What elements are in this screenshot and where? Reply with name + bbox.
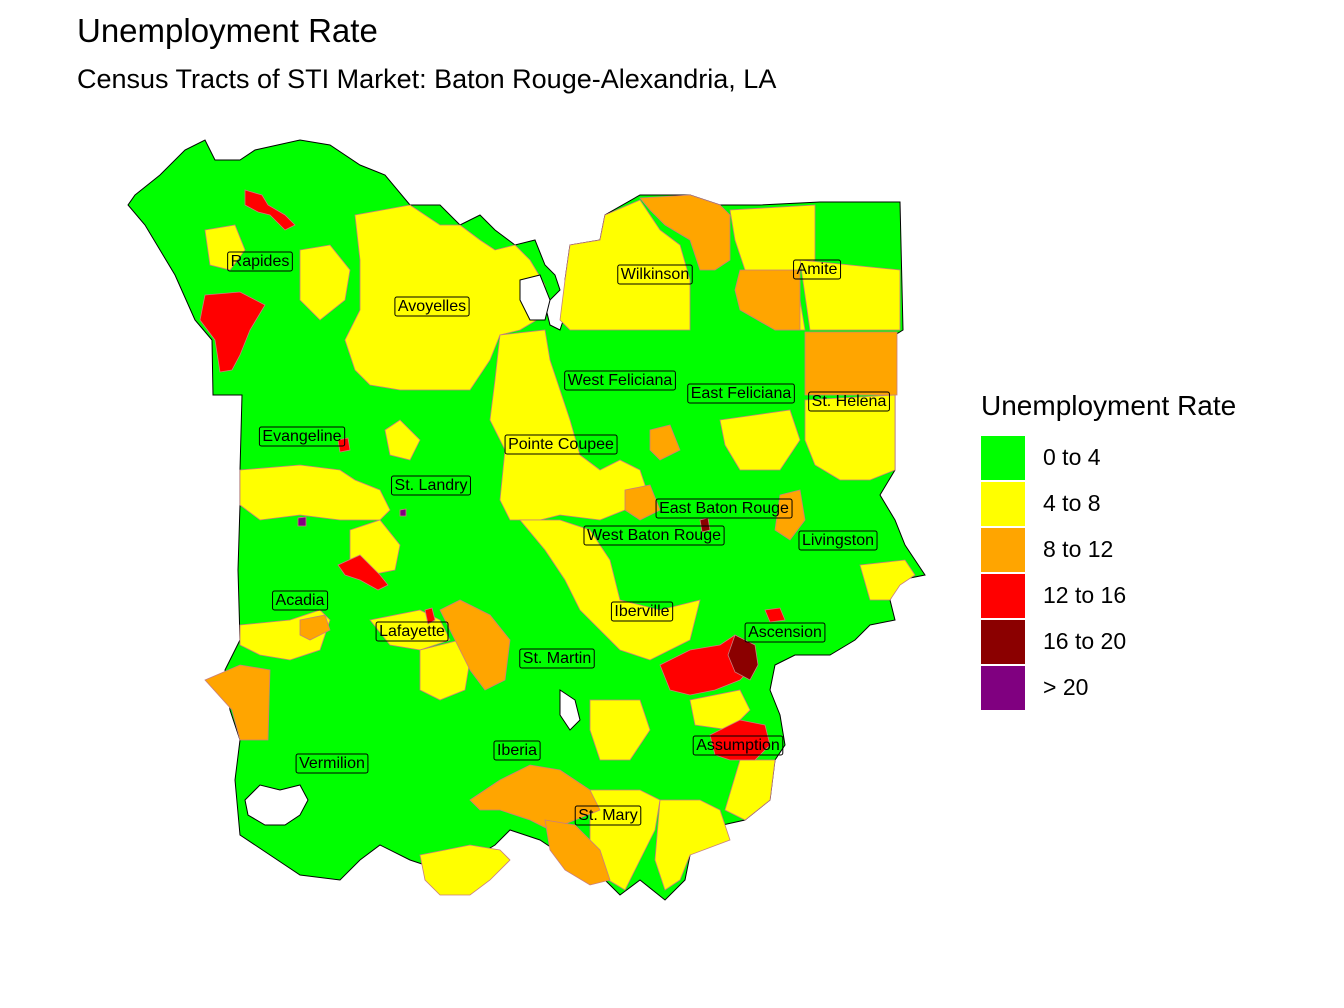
parish-label-box [744, 622, 826, 643]
legend-item-0-4: 0 to 4 [981, 436, 1311, 482]
parish-label: Avoyelles [394, 296, 470, 317]
parish-label: Assumption [692, 735, 784, 756]
parish-label: Iberia [493, 740, 541, 761]
parish-label-text: Ascension [748, 624, 822, 641]
parish-label: West Feliciana [564, 370, 676, 391]
parish-label-box [617, 264, 693, 285]
parish-label: West Baton Rouge [583, 525, 725, 546]
parish-label-text: Vermilion [299, 755, 365, 772]
legend-item-8-12: 8 to 12 [981, 528, 1311, 574]
parish-label-text: Rapides [231, 253, 290, 270]
parish-label: Rapides [227, 251, 293, 272]
parish-label-box [583, 525, 725, 546]
parish-label-text: St. Martin [523, 650, 591, 667]
parish-label-box [793, 259, 842, 280]
orange-tracts [204, 194, 898, 886]
parish-label-text: Iberville [614, 603, 669, 620]
parish-label: St. Mary [574, 805, 642, 826]
water-bodies [244, 274, 581, 826]
legend-swatch [981, 574, 1025, 618]
parish-label: St. Martin [519, 648, 595, 669]
parish-label-text: Livingston [802, 532, 874, 549]
parish-label: Iberville [610, 601, 674, 622]
parish-label-text: Assumption [696, 737, 780, 754]
legend-label: 12 to 16 [1043, 582, 1127, 608]
parish-label-text: Pointe Coupee [508, 436, 614, 453]
parish-label-box [519, 648, 595, 669]
parish-label-box [610, 601, 674, 622]
parish-label-box [808, 391, 890, 412]
parish-label: Acadia [272, 590, 329, 611]
legend-label: 0 to 4 [1043, 444, 1101, 470]
parish-label-box [227, 251, 293, 272]
legend-swatch [981, 528, 1025, 572]
parish-label-text: St. Helena [812, 393, 887, 410]
parish-label-text: Evangeline [262, 428, 341, 445]
parish-label: East Feliciana [687, 383, 795, 404]
parish-label-text: St. Landry [395, 477, 468, 494]
parish-label-box [272, 590, 329, 611]
parish-label-box [798, 530, 878, 551]
legend-swatch [981, 620, 1025, 664]
parish-label-box [394, 296, 470, 317]
parish-label: Ascension [744, 622, 826, 643]
parish-label-box [258, 426, 346, 447]
parish-label: St. Landry [391, 475, 471, 496]
parish-label-box [692, 735, 784, 756]
parish-label-text: Avoyelles [398, 298, 466, 315]
map-title: Unemployment Rate [77, 12, 378, 49]
parish-label: Lafayette [375, 621, 449, 642]
legend-swatch [981, 436, 1025, 480]
parish-label: Evangeline [258, 426, 346, 447]
parish-label-box [493, 740, 541, 761]
parish-label-box [375, 621, 449, 642]
legend-title: Unemployment Rate [981, 390, 1237, 421]
parish-label-text: Acadia [276, 592, 325, 609]
darkred-tracts [699, 517, 759, 681]
legend-swatch [981, 666, 1025, 710]
legend-item-16-20: 16 to 20 [981, 620, 1311, 666]
parish-label-box [574, 805, 642, 826]
parish-labels: Rapides Avoyelles Wilkinson Amite West Felic… [227, 251, 890, 826]
parish-label-box [687, 383, 795, 404]
parish-label: Wilkinson [617, 264, 693, 285]
parish-label-text: Amite [797, 261, 838, 278]
legend-label: > 20 [1043, 674, 1089, 700]
purple-tracts [297, 508, 407, 527]
parish-label-text: Lafayette [379, 623, 445, 640]
parish-label-text: West Feliciana [568, 372, 673, 389]
parish-label: East Baton Rouge [655, 498, 793, 519]
parish-label-box [295, 753, 369, 774]
parish-label-text: East Feliciana [691, 385, 792, 402]
legend-item-over-20: > 20 [981, 666, 1311, 712]
parish-label: Amite [793, 259, 842, 280]
parish-label: Vermilion [295, 753, 369, 774]
legend-label: 8 to 12 [1043, 536, 1114, 562]
parish-label: Livingston [798, 530, 878, 551]
legend: Unemployment Rate 0 to 4 4 to 8 8 to 12 … [981, 390, 1311, 712]
parish-label-box [391, 475, 471, 496]
legend-label: 4 to 8 [1043, 490, 1101, 516]
legend-item-4-8: 4 to 8 [981, 482, 1311, 528]
legend-item-12-16: 12 to 16 [981, 574, 1311, 620]
parish-label-text: West Baton Rouge [587, 527, 721, 544]
legend-swatch [981, 482, 1025, 526]
legend-label: 16 to 20 [1043, 628, 1127, 654]
parish-label-text: Iberia [497, 742, 537, 759]
parish-label-box [564, 370, 676, 391]
map-subtitle: Census Tracts of STI Market: Baton Rouge… [77, 64, 777, 94]
parish-label-text: Wilkinson [621, 266, 689, 283]
parish-label-box [655, 498, 793, 519]
parish-label-text: St. Mary [578, 807, 638, 824]
parish-label-text: East Baton Rouge [659, 500, 789, 517]
parish-label: St. Helena [808, 391, 890, 412]
parish-label: Pointe Coupee [504, 434, 618, 455]
parish-label-box [504, 434, 618, 455]
